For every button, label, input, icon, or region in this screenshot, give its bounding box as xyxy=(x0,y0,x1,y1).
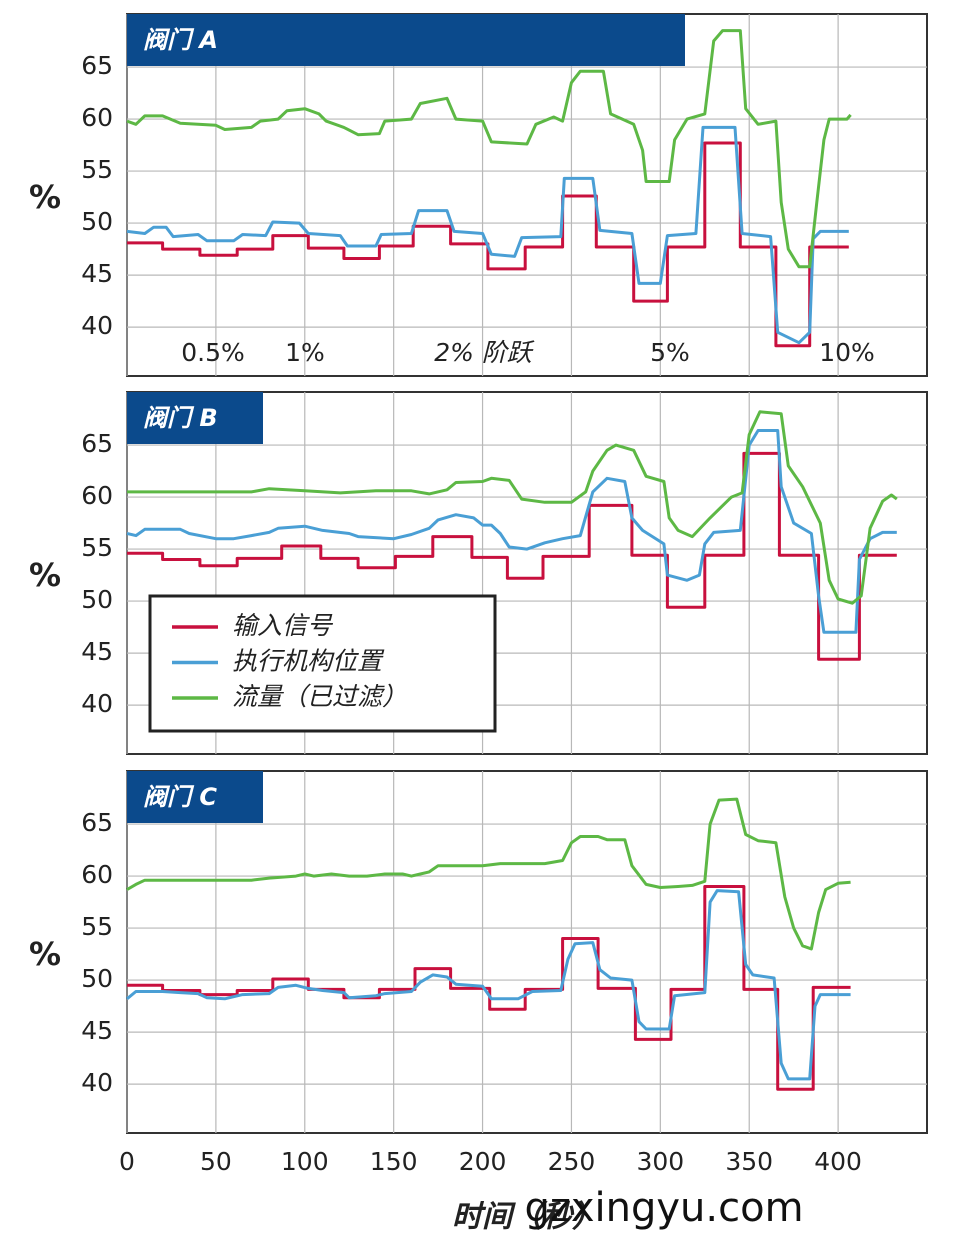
y-tick-label: 65 xyxy=(81,429,113,458)
x-tick-label: 400 xyxy=(814,1147,862,1176)
y-tick-label: 40 xyxy=(81,1068,113,1097)
x-tick-label: 100 xyxy=(281,1147,329,1176)
panel-title: 阀门 C xyxy=(143,783,217,811)
y-tick-label: 55 xyxy=(81,912,113,941)
annotation: 2% 阶跃 xyxy=(434,338,535,367)
title-box xyxy=(127,392,263,444)
y-tick-label: 60 xyxy=(81,103,113,132)
series-line xyxy=(127,410,898,605)
panel: 0 50 100 150 200 250 300 350 400 40 45 50 55 60 65% 阀门 … xyxy=(29,770,928,1235)
x-tick-label: 350 xyxy=(725,1147,773,1176)
series-line xyxy=(126,125,849,345)
annotation: 10% xyxy=(819,338,875,367)
x-tick-label: 0 xyxy=(119,1147,135,1176)
title-box xyxy=(127,771,263,823)
watermark: gzxingyu.com xyxy=(524,1185,803,1231)
x-tick-label: 300 xyxy=(636,1147,684,1176)
y-tick-label: 65 xyxy=(81,51,113,80)
y-axis-label: % xyxy=(29,935,61,973)
panel: 40 45 50 55 60 65% 阀门 A 0.5% 1% 2% 阶跃 5% 10% xyxy=(29,13,928,377)
x-tick-label: 150 xyxy=(370,1147,418,1176)
annotation: 1% xyxy=(285,338,325,367)
title-box xyxy=(127,14,685,66)
y-tick-label: 60 xyxy=(81,860,113,889)
y-tick-label: 50 xyxy=(81,207,113,236)
plot-area xyxy=(126,770,928,1134)
x-tick-label: 50 xyxy=(200,1147,232,1176)
panel-title: 阀门 A xyxy=(143,26,218,54)
y-tick-label: 40 xyxy=(81,689,113,718)
series-line xyxy=(126,29,852,269)
y-tick-label: 55 xyxy=(81,533,113,562)
annotation: 5% xyxy=(650,338,690,367)
panel-title: 阀门 B xyxy=(143,404,218,432)
y-axis-label: % xyxy=(29,178,61,216)
plot-area xyxy=(126,13,928,377)
y-tick-label: 50 xyxy=(81,585,113,614)
y-tick-label: 45 xyxy=(81,259,113,288)
series-line xyxy=(126,429,897,634)
series-line xyxy=(127,141,849,348)
y-axis-label: % xyxy=(29,556,61,594)
series-line xyxy=(126,797,851,951)
y-tick-label: 60 xyxy=(81,481,113,510)
annotation: 0.5% xyxy=(181,338,245,367)
y-tick-label: 45 xyxy=(81,1016,113,1045)
x-axis-label: 时间（秒） xyxy=(452,1200,602,1235)
legend-label: 输入信号 xyxy=(232,611,334,640)
x-tick-label: 250 xyxy=(548,1147,596,1176)
y-tick-label: 40 xyxy=(81,311,113,340)
x-tick-label: 200 xyxy=(459,1147,507,1176)
legend-label: 流量（已过滤） xyxy=(232,682,407,711)
legend-label: 执行机构位置 xyxy=(232,647,385,676)
y-tick-label: 50 xyxy=(81,964,113,993)
y-tick-label: 65 xyxy=(81,808,113,837)
y-tick-label: 45 xyxy=(81,637,113,666)
y-tick-label: 55 xyxy=(81,155,113,184)
series-line xyxy=(126,889,851,1081)
series-line xyxy=(127,451,897,661)
